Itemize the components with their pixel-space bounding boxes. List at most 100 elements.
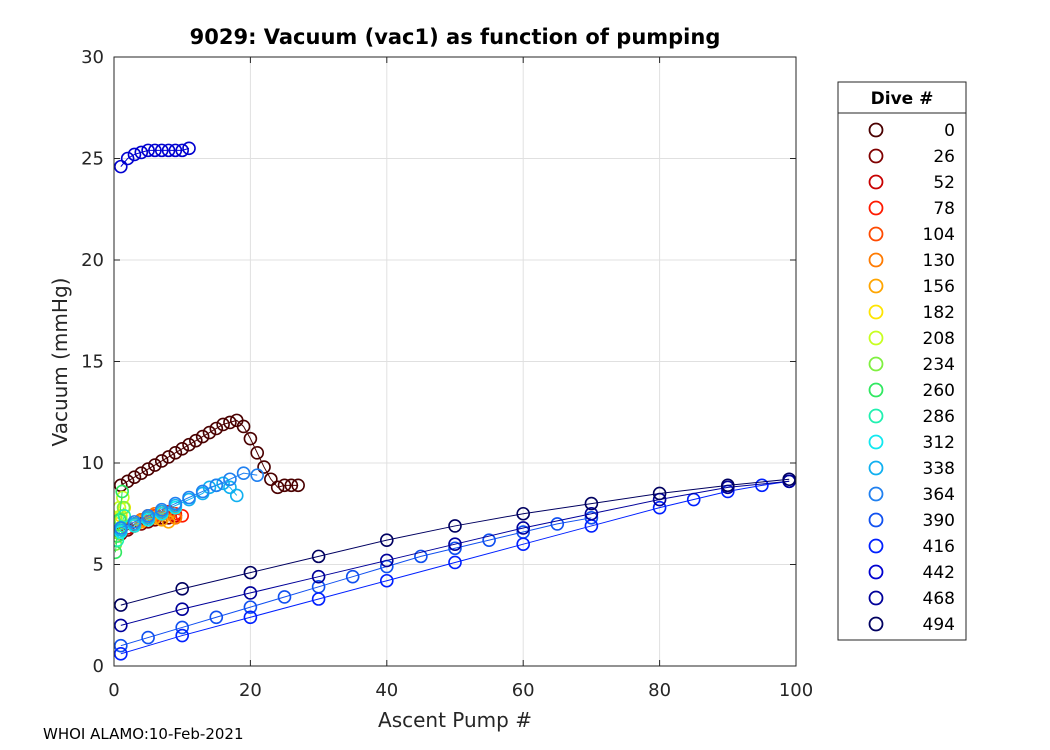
legend-item-156: 156 bbox=[868, 277, 955, 297]
data-point bbox=[141, 143, 155, 158]
legend-label: 182 bbox=[923, 303, 955, 323]
data-point bbox=[114, 598, 128, 612]
data-point bbox=[182, 141, 196, 156]
data-point bbox=[223, 480, 237, 495]
legend-label: 364 bbox=[923, 485, 955, 505]
data-point bbox=[223, 472, 237, 487]
legend-item-442: 442 bbox=[868, 563, 955, 583]
data-point bbox=[127, 515, 142, 529]
data-point bbox=[216, 417, 230, 432]
legend-marker bbox=[868, 304, 884, 320]
data-point bbox=[115, 484, 129, 499]
series-468 bbox=[114, 474, 796, 633]
data-point bbox=[175, 508, 189, 523]
legend-item-104: 104 bbox=[868, 225, 955, 245]
data-point bbox=[161, 450, 176, 464]
data-point bbox=[148, 458, 162, 472]
legend-label: 104 bbox=[923, 225, 955, 245]
legend-item-416: 416 bbox=[868, 537, 955, 557]
y-tick-label: 5 bbox=[93, 555, 104, 576]
data-point bbox=[175, 602, 189, 616]
data-point bbox=[584, 506, 599, 521]
legend-marker bbox=[868, 408, 884, 424]
data-point bbox=[516, 521, 531, 535]
data-point bbox=[148, 143, 162, 158]
data-point bbox=[175, 143, 189, 158]
data-point bbox=[116, 490, 130, 505]
data-point bbox=[379, 573, 394, 588]
legend-marker bbox=[868, 538, 884, 554]
series-line-364 bbox=[120, 472, 258, 529]
data-point bbox=[216, 476, 230, 491]
legend-item-468: 468 bbox=[868, 589, 955, 609]
data-point bbox=[202, 480, 217, 495]
data-point bbox=[141, 462, 155, 476]
legend-item-260: 260 bbox=[868, 381, 955, 401]
data-point bbox=[277, 478, 292, 493]
data-point bbox=[114, 647, 128, 661]
legend-item-182: 182 bbox=[868, 303, 955, 323]
data-point bbox=[116, 500, 131, 515]
data-point bbox=[161, 515, 176, 529]
data-point bbox=[168, 496, 183, 511]
plot-clip bbox=[114, 141, 796, 661]
legend-label: 416 bbox=[923, 537, 955, 557]
data-point bbox=[175, 582, 189, 596]
data-point bbox=[755, 478, 769, 493]
legend-item-130: 130 bbox=[868, 251, 955, 271]
plot-frame bbox=[113, 56, 797, 667]
series-line-260 bbox=[114, 491, 123, 553]
data-point bbox=[154, 454, 169, 468]
legend-marker bbox=[868, 512, 884, 528]
series-line-468 bbox=[120, 480, 790, 626]
data-point bbox=[284, 478, 299, 493]
legend-item-52: 52 bbox=[868, 173, 955, 193]
data-point bbox=[209, 421, 224, 436]
data-point bbox=[189, 433, 203, 448]
legend-marker bbox=[868, 278, 884, 294]
data-point bbox=[345, 569, 360, 584]
chart-title: 9029: Vacuum (vac1) as function of pumpi… bbox=[190, 25, 721, 49]
data-point bbox=[223, 415, 237, 430]
data-point bbox=[168, 446, 183, 460]
data-point bbox=[120, 474, 135, 489]
legend-marker bbox=[868, 564, 884, 580]
legend-item-390: 390 bbox=[868, 511, 955, 531]
legend-label: 390 bbox=[923, 511, 955, 531]
legend-marker bbox=[868, 382, 884, 398]
legend-label: 208 bbox=[923, 329, 955, 349]
x-tick-label: 80 bbox=[648, 680, 671, 701]
legend-marker bbox=[868, 616, 884, 632]
y-tick-label: 15 bbox=[81, 352, 104, 373]
legend-label: 0 bbox=[944, 121, 955, 141]
legend-item-364: 364 bbox=[868, 485, 955, 505]
legend-marker bbox=[868, 434, 884, 450]
legend-marker bbox=[868, 486, 884, 502]
data-point bbox=[209, 610, 224, 625]
data-point bbox=[114, 159, 128, 174]
x-tick-label: 0 bbox=[108, 680, 119, 701]
data-point bbox=[311, 549, 326, 564]
legend-item-208: 208 bbox=[868, 329, 955, 349]
legend-label: 26 bbox=[933, 147, 955, 167]
data-point bbox=[243, 586, 258, 600]
data-point bbox=[182, 437, 196, 452]
data-point bbox=[379, 533, 394, 547]
data-point bbox=[236, 419, 251, 434]
y-tick-label: 0 bbox=[93, 656, 104, 677]
data-point bbox=[141, 508, 155, 523]
data-point bbox=[209, 478, 224, 493]
data-point bbox=[243, 610, 258, 625]
series-494 bbox=[114, 472, 796, 612]
legend-title: Dive # bbox=[871, 89, 934, 109]
legend-label: 442 bbox=[923, 563, 955, 583]
data-point bbox=[782, 472, 796, 487]
data-point bbox=[114, 638, 128, 653]
data-point bbox=[720, 478, 735, 493]
legend-item-494: 494 bbox=[868, 615, 955, 635]
data-point bbox=[311, 592, 326, 606]
footer-stamp: WHOI ALAMO:10-Feb-2021 bbox=[43, 725, 244, 743]
legend-marker bbox=[868, 148, 884, 164]
legend-marker bbox=[868, 226, 884, 242]
